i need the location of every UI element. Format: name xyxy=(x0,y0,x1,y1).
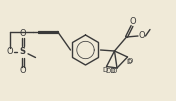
Text: O: O xyxy=(130,17,136,26)
Text: O: O xyxy=(139,32,145,41)
Text: D: D xyxy=(102,66,107,73)
Text: D: D xyxy=(127,58,132,64)
Text: O: O xyxy=(19,29,26,38)
Text: D: D xyxy=(111,68,117,74)
Text: S: S xyxy=(20,47,26,56)
Text: D: D xyxy=(126,59,132,65)
Text: O: O xyxy=(6,47,13,56)
Text: O: O xyxy=(19,66,26,75)
Text: DD: DD xyxy=(106,68,116,74)
